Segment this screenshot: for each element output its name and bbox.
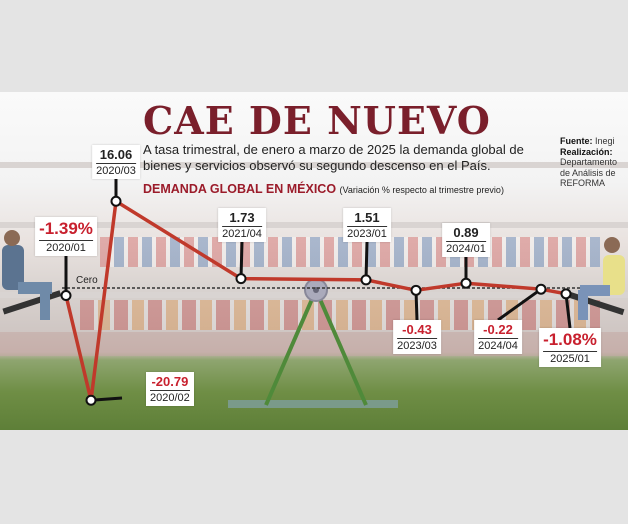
data-value: -0.43 [397, 322, 437, 339]
credit: Departamento de Análisis de REFORMA [560, 157, 618, 188]
data-label: -0.22 2024/04 [474, 320, 522, 354]
data-label: 1.73 2021/04 [218, 208, 266, 242]
chart-label: DEMANDA GLOBAL EN MÉXICO (Variación % re… [143, 182, 504, 196]
source-label: Fuente: [560, 136, 593, 146]
data-value: -1.39% [39, 219, 93, 241]
data-label: 16.06 2020/03 [92, 145, 140, 179]
label-pointer [497, 287, 542, 322]
data-point [60, 290, 72, 302]
label-pointer [564, 293, 572, 329]
data-label: -1.08% 2025/01 [539, 328, 601, 367]
data-date: 2021/04 [222, 228, 262, 240]
data-date: 2020/03 [96, 165, 136, 177]
data-value: -20.79 [150, 374, 190, 391]
data-point [235, 273, 247, 285]
data-point [410, 284, 422, 296]
data-label: 1.51 2023/01 [343, 208, 391, 242]
data-date: 2024/04 [478, 340, 518, 352]
subtitle: A tasa trimestral, de enero a marzo de 2… [143, 142, 524, 173]
data-date: 2025/01 [550, 353, 590, 365]
data-label: 0.89 2024/01 [442, 223, 490, 257]
label-pointer [364, 241, 369, 280]
data-value: 1.51 [347, 210, 387, 227]
data-point [560, 288, 572, 300]
data-label: -0.43 2023/03 [393, 320, 441, 354]
seesaw-leg [314, 289, 368, 406]
data-value: -1.08% [543, 330, 597, 352]
data-date: 2020/01 [46, 242, 86, 254]
page-title: CAE DE NUEVO [143, 98, 491, 143]
data-point [360, 274, 372, 286]
data-label: -20.79 2020/02 [146, 372, 194, 406]
data-point [85, 394, 97, 406]
data-date: 2024/01 [446, 243, 486, 255]
source: Inegi [595, 136, 615, 146]
zero-label: Cero [76, 275, 98, 286]
data-value: 1.73 [222, 210, 262, 227]
data-date: 2023/01 [347, 228, 387, 240]
label-pointer [239, 241, 244, 279]
background-scene [0, 92, 628, 430]
data-point [535, 283, 547, 295]
chart-title: DEMANDA GLOBAL EN MÉXICO [143, 182, 337, 196]
data-date: 2020/02 [150, 392, 190, 404]
seesaw [228, 278, 398, 408]
data-label: -1.39% 2020/01 [35, 217, 97, 256]
source-block: Fuente: Inegi Realización: Departamento … [560, 136, 626, 189]
data-point [460, 277, 472, 289]
person-right [565, 237, 625, 320]
chart-note: (Variación % respecto al trimestre previ… [339, 185, 504, 195]
data-point [110, 195, 122, 207]
seesaw-leg [264, 289, 318, 406]
data-value: -0.22 [478, 322, 518, 339]
seesaw-base [228, 400, 398, 408]
credit-label: Realización: [560, 146, 613, 157]
data-value: 16.06 [96, 147, 136, 164]
data-date: 2023/03 [397, 340, 437, 352]
person-left [2, 230, 62, 320]
data-value: 0.89 [446, 225, 486, 242]
